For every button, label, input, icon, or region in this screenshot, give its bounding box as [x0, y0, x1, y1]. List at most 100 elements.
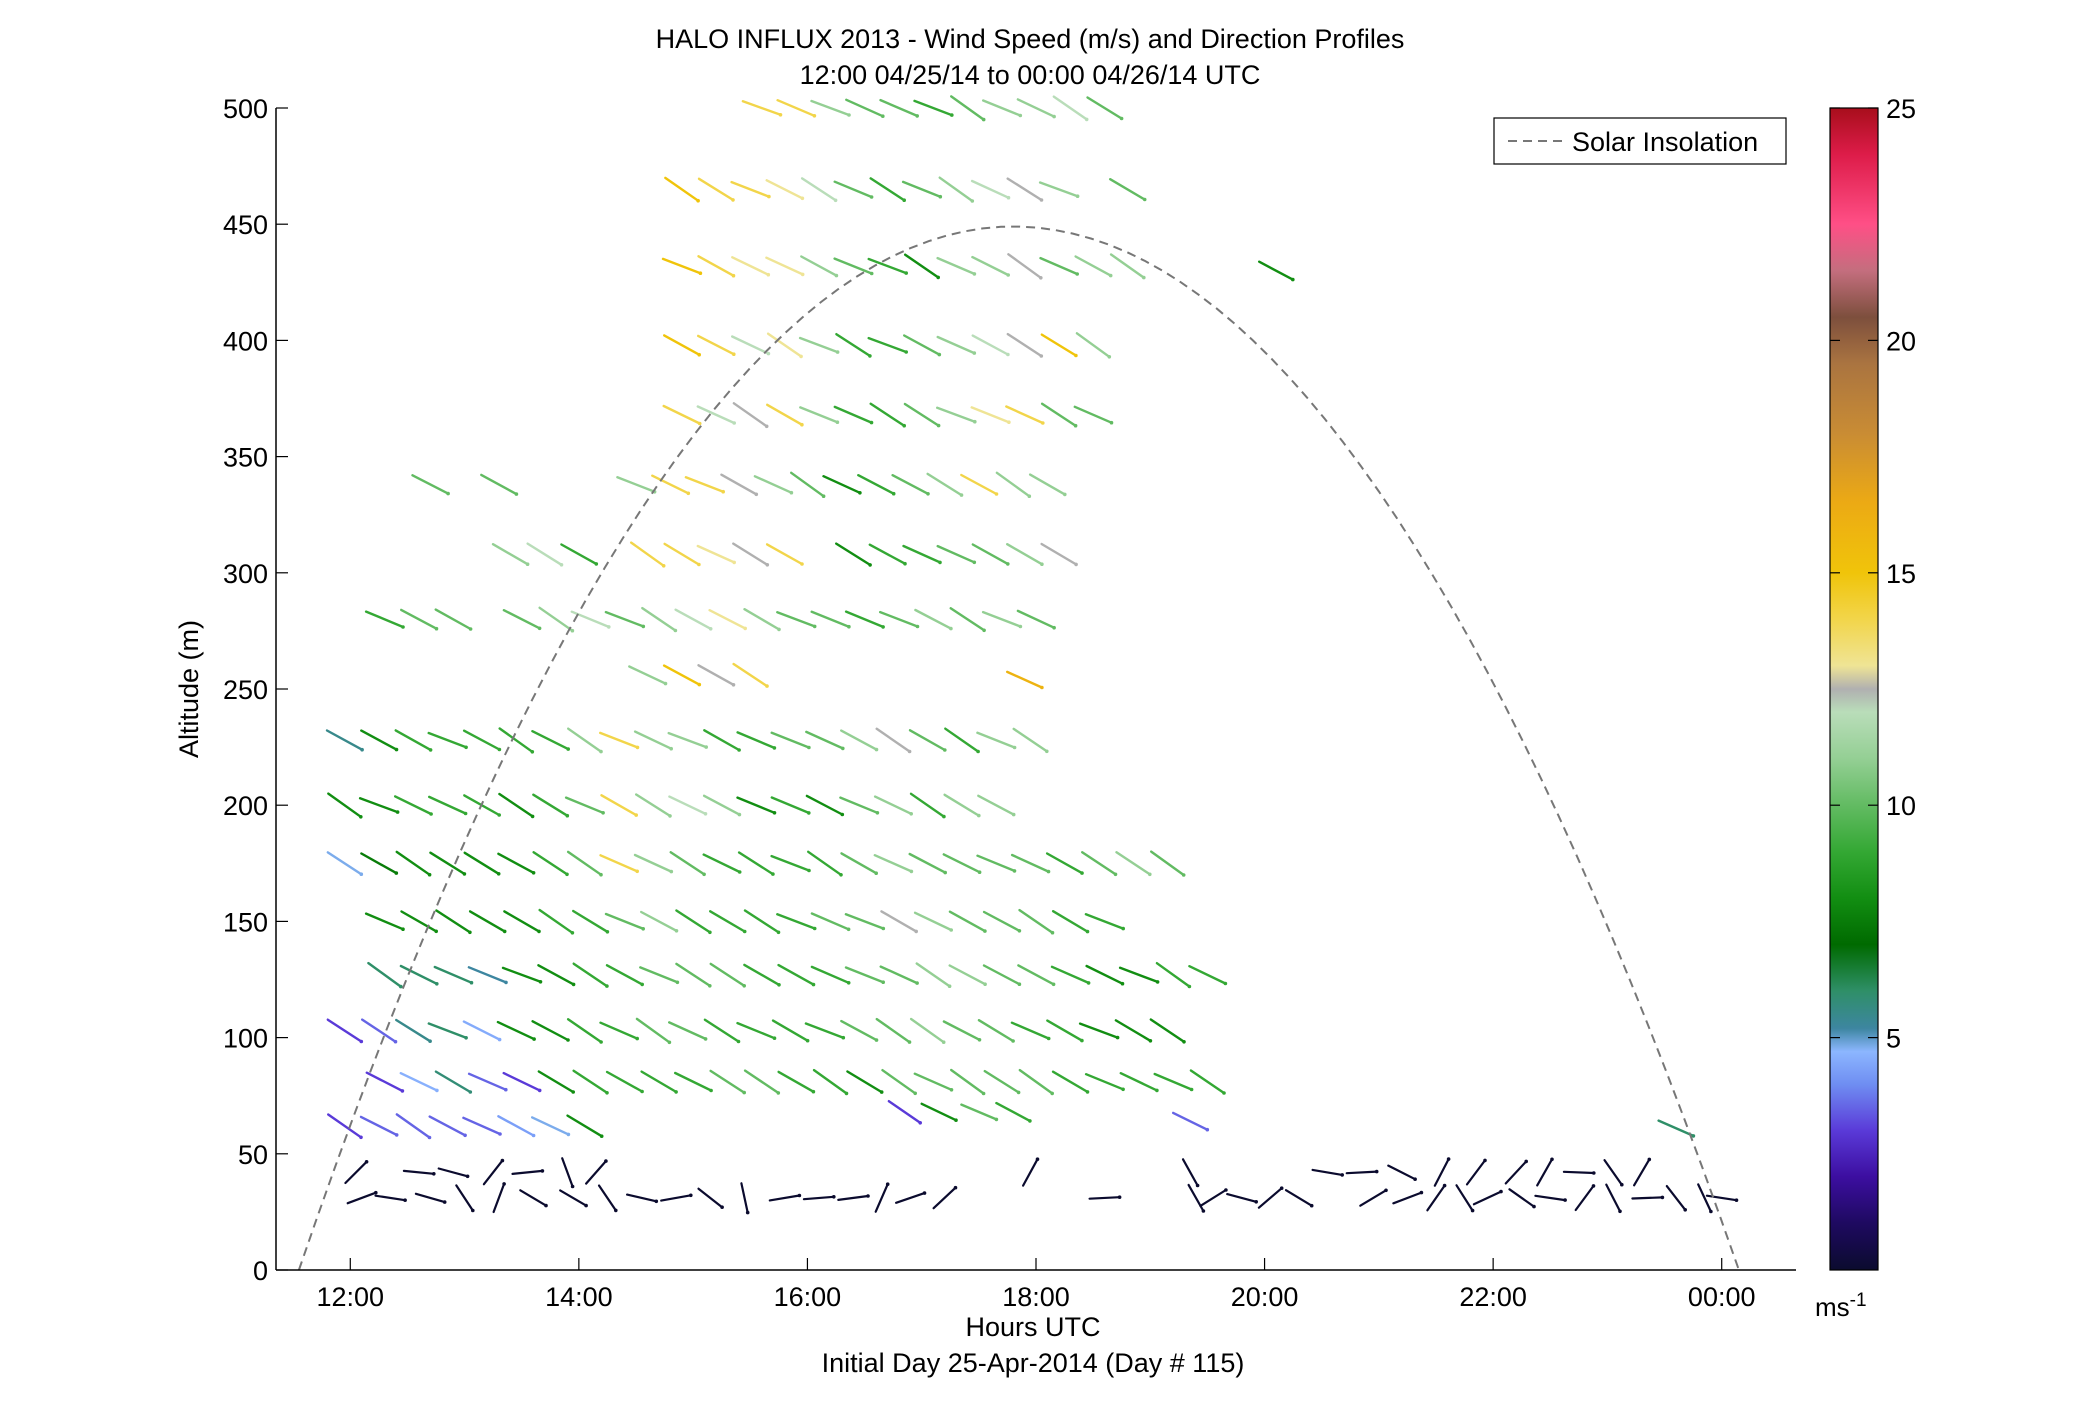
wind-vector-head	[846, 927, 851, 932]
wind-vector-head	[394, 871, 399, 875]
wind-vector	[776, 98, 816, 118]
wind-vector-head	[429, 812, 433, 816]
wind-vector	[394, 729, 432, 752]
wind-vector	[873, 795, 913, 815]
wind-vector	[437, 1167, 469, 1178]
wind-vector	[976, 854, 1016, 873]
wind-vector-head	[881, 926, 886, 931]
wind-vector-head	[743, 626, 747, 631]
wind-vector	[833, 257, 873, 275]
wind-vector-head	[364, 1160, 369, 1164]
wind-vector-head	[697, 352, 701, 357]
wind-vector-head	[949, 1088, 954, 1092]
wind-vector-head	[1224, 1188, 1228, 1192]
wind-vector-head	[981, 1091, 986, 1096]
wind-vector-head	[972, 272, 977, 276]
wind-vector-head	[401, 927, 405, 931]
wind-vector-head	[1039, 354, 1044, 358]
wind-vector	[736, 1021, 776, 1040]
wind-vector-head	[839, 873, 843, 877]
wind-vector-head	[566, 1132, 571, 1137]
wind-vector	[414, 1192, 446, 1204]
wind-vector	[374, 1194, 407, 1202]
wind-vector	[776, 913, 816, 930]
wind-vector-head	[1182, 1040, 1186, 1044]
wind-vector	[1018, 908, 1054, 934]
wind-vector-head	[504, 980, 508, 985]
wind-vector	[768, 1194, 801, 1202]
wind-vector-head	[868, 354, 872, 358]
wind-vector-head	[1063, 492, 1067, 497]
wind-vector-head	[858, 491, 862, 495]
wind-vector	[869, 402, 906, 427]
wind-vector-head	[1017, 929, 1022, 933]
wind-vector	[731, 335, 770, 355]
wind-vector	[1534, 1194, 1567, 1202]
wind-vector	[599, 854, 639, 873]
wind-vector	[1697, 1183, 1713, 1213]
wind-vector	[948, 964, 987, 986]
wind-vector-head	[464, 1036, 468, 1040]
wind-vector-head	[1181, 873, 1186, 877]
wind-vector-head	[1085, 1090, 1090, 1094]
wind-vector-head	[697, 562, 701, 567]
wind-vector	[770, 731, 811, 749]
wind-vector	[434, 1070, 472, 1094]
wind-vector	[766, 403, 804, 426]
wind-vector-head	[669, 869, 674, 874]
wind-vector	[1426, 1184, 1446, 1212]
wind-vector	[1345, 1170, 1378, 1175]
wind-vector	[675, 909, 712, 934]
wind-vector-head	[841, 746, 845, 751]
wind-vector-head	[1254, 1200, 1258, 1204]
wind-vector-head	[465, 1174, 470, 1179]
wind-vector	[1181, 1158, 1199, 1187]
wind-vector-head	[937, 352, 942, 357]
wind-vector	[1016, 98, 1056, 118]
wind-vector-head	[1017, 982, 1022, 986]
wind-vector-head	[1012, 869, 1017, 873]
wind-vector-head	[435, 1088, 439, 1093]
wind-vector-head	[868, 563, 872, 567]
wind-vector-head	[1051, 982, 1056, 987]
wind-vector-head	[907, 749, 912, 754]
wind-vector-head	[835, 420, 840, 425]
colorbar-tick-label: 15	[1886, 559, 1916, 589]
wind-vector-head	[771, 872, 775, 876]
wind-vector-head	[983, 982, 987, 986]
wind-vector-head	[530, 814, 535, 819]
wind-vector-head	[1148, 872, 1152, 877]
wind-vector	[777, 1070, 815, 1093]
wind-vector-head	[471, 1208, 475, 1213]
wind-vector-head	[635, 745, 640, 750]
wind-vector-head	[765, 563, 770, 567]
wind-vector-head	[1592, 1171, 1596, 1175]
wind-vector	[1257, 260, 1295, 281]
wind-vector-head	[1035, 1157, 1040, 1161]
wind-vector-head	[942, 814, 946, 819]
wind-vector	[584, 1159, 608, 1185]
wind-vector	[810, 99, 851, 117]
wind-vector-head	[800, 196, 805, 201]
y-tick-label: 400	[223, 326, 268, 356]
wind-vector	[668, 795, 707, 815]
wind-vector	[1040, 333, 1078, 357]
wind-vector	[857, 474, 895, 495]
wind-vector-head	[559, 563, 564, 567]
wind-vector	[977, 794, 1015, 816]
wind-vector-head	[1413, 1177, 1417, 1181]
wind-vector-head	[401, 625, 405, 629]
wind-vector	[894, 1191, 926, 1204]
wind-vector	[427, 731, 468, 749]
wind-vector-head	[983, 929, 987, 933]
wind-vector-head	[1647, 1157, 1652, 1162]
colorbar-tick-label: 20	[1886, 326, 1916, 356]
wind-vector-head	[903, 561, 907, 566]
wind-vector-head	[891, 491, 896, 496]
wind-vector	[777, 963, 815, 986]
wind-vector	[833, 180, 873, 199]
wind-vector	[1108, 177, 1146, 201]
wind-vector-head	[1039, 198, 1044, 202]
y-tick-label: 100	[223, 1024, 268, 1054]
wind-vector	[462, 729, 501, 751]
